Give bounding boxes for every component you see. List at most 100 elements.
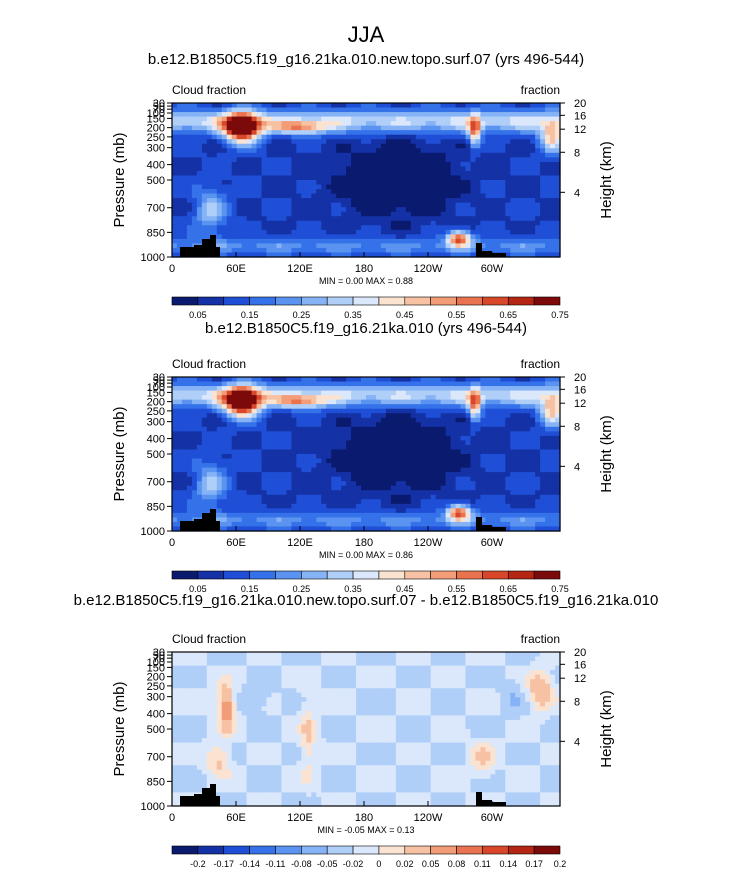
heatmap-cell [296,503,302,509]
heatmap-cell [341,161,347,168]
heatmap-cell [500,399,506,405]
heatmap-cell [316,139,322,145]
heatmap-cell [231,202,238,208]
heatmap-cell [226,130,233,136]
heatmap-cell [196,238,203,245]
heatmap-cell [400,175,407,181]
heatmap-cell [490,166,496,172]
heatmap-cell [236,408,243,414]
heatmap-cell [455,390,462,396]
heatmap-cell [370,143,377,149]
heatmap-cell [271,207,278,213]
heatmap-cell [361,386,367,392]
heatmap-cell [246,216,253,222]
heatmap-cell [331,184,337,190]
heatmap-cell [172,472,178,478]
heatmap-cell [321,121,327,127]
heatmap-cell [470,440,477,446]
heatmap-cell [525,476,531,482]
heatmap-cell [460,444,467,451]
heatmap-cell [356,381,362,387]
heatmap-cell [226,444,233,451]
heatmap-cell [251,422,258,428]
heatmap-cell [540,472,546,478]
heatmap-cell [455,125,462,131]
heatmap-cell [186,454,193,460]
heatmap-cell [346,166,352,172]
heatmap-cell [326,503,332,509]
heatmap-cell [211,503,218,509]
heatmap-cell [545,198,551,204]
heatmap-cell [241,499,248,505]
heatmap-cell [356,216,362,222]
heatmap-cell [276,243,283,249]
heatmap-cell [191,198,198,204]
heatmap-cell [346,485,352,491]
heatmap-cell [301,112,307,118]
heatmap-cell [301,444,307,451]
heatmap-cell [485,490,491,496]
heatmap-cell [281,458,288,464]
heatmap-cell [231,417,238,423]
heatmap-cell [440,112,447,118]
heatmap-cell [455,220,462,226]
heatmap-cell [346,472,352,478]
heatmap-cell [311,189,317,195]
heatmap-cell [176,476,183,482]
heatmap-cell [256,404,263,410]
heatmap-cell [211,166,218,172]
heatmap-cell [196,198,203,204]
heatmap-cell [495,134,501,140]
y-tick-label: 850 [147,227,165,239]
heatmap-cell [440,225,447,231]
heatmap-cell [415,207,422,213]
heatmap-cell [380,467,387,473]
heatmap-cell [520,112,526,118]
heatmap-cell [266,440,273,446]
heatmap-cell [361,413,367,419]
heatmap-cell [341,139,347,145]
heatmap-cell [415,444,422,451]
heatmap-cell [530,175,536,181]
heatmap-cell [356,435,362,442]
heatmap-cell [186,449,193,455]
heatmap-cell [236,472,243,478]
heatmap-cell [231,211,238,217]
heatmap-cell [266,431,273,437]
heatmap-cell [490,243,496,249]
heatmap-cell [440,472,447,478]
heatmap-cell [261,198,268,204]
heatmap-cell [186,435,193,442]
heatmap-cell [216,444,223,451]
heatmap-cell [400,121,407,127]
heatmap-cell [336,458,342,464]
heatmap-cell [400,490,407,496]
heatmap-cell [331,404,337,410]
heatmap-cell [201,417,208,423]
heatmap-cell [540,417,546,423]
heatmap-cell [395,107,402,113]
heatmap-cell [555,112,561,118]
heatmap-cell [525,207,531,213]
heatmap-cell [291,252,297,258]
heatmap-cell [172,463,178,469]
heatmap-cell [370,417,377,423]
heatmap-cell [321,161,327,168]
heatmap-cell [286,463,292,469]
heatmap-cell [271,161,278,168]
heatmap-cell [405,386,412,392]
heatmap-cell [266,476,273,482]
heatmap-cell [211,229,218,235]
heatmap-cell [286,103,292,109]
heatmap-cell [395,449,402,455]
heatmap-cell [241,390,248,396]
heatmap-cell [172,184,178,190]
heatmap-cell [176,499,183,505]
heatmap-cell [385,198,392,204]
heatmap-cell [555,247,561,254]
heatmap-cell [380,454,387,460]
heatmap-cell [366,116,372,122]
heatmap-cell [266,107,273,113]
heatmap-cell [480,220,486,226]
heatmap-cell [216,435,223,442]
